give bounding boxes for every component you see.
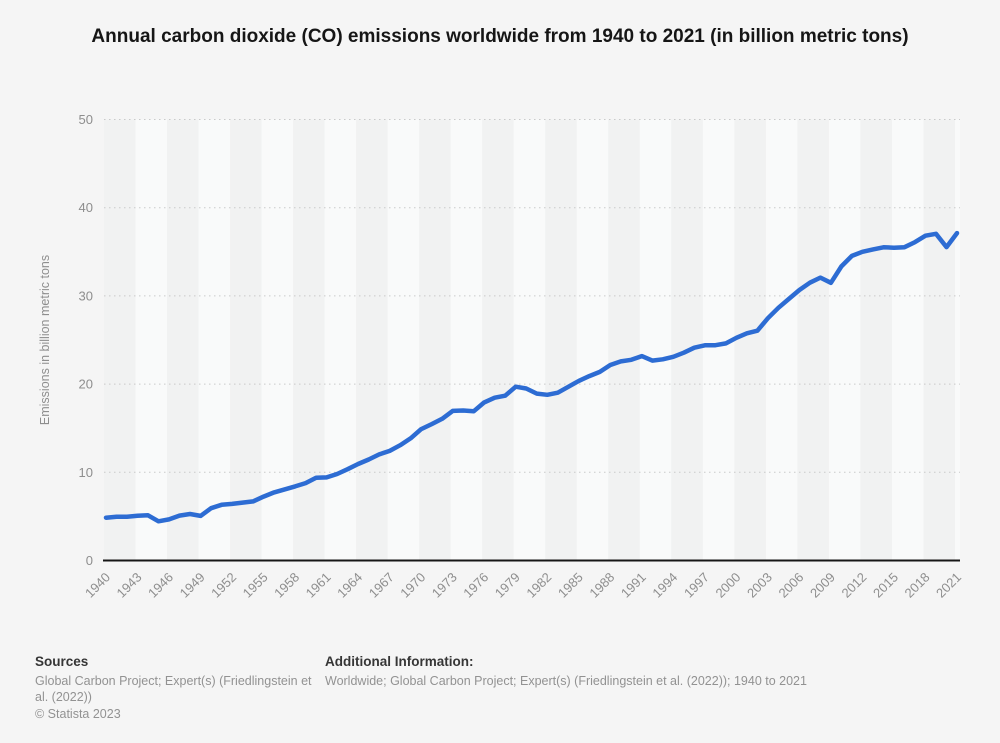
x-tick-label: 2006 xyxy=(775,570,806,601)
x-tick-label: 1988 xyxy=(586,570,617,601)
emissions-line xyxy=(103,230,960,524)
footer: Sources Global Carbon Project; Expert(s)… xyxy=(35,654,965,722)
x-tick-label: 1943 xyxy=(114,570,145,601)
plot-band xyxy=(639,119,672,561)
page-title: Annual carbon dioxide (CO) emissions wor… xyxy=(0,22,1000,52)
plot-band xyxy=(860,119,892,561)
x-tick-label: 1997 xyxy=(681,570,712,601)
plot-band xyxy=(765,119,798,561)
y-axis-title: Emissions in billion metric tons xyxy=(38,255,52,425)
footer-additional-column: Additional Information: Worldwide; Globa… xyxy=(325,654,965,689)
plot-bands xyxy=(104,119,960,561)
y-tick-label: 20 xyxy=(79,377,93,392)
plot-band xyxy=(419,119,451,561)
x-tick-label: 2009 xyxy=(807,570,838,601)
sources-text: Global Carbon Project; Expert(s) (Friedl… xyxy=(35,674,312,704)
sources-label: Sources xyxy=(35,654,89,669)
plot-band xyxy=(797,119,829,561)
y-tick-label: 50 xyxy=(79,112,93,127)
y-tick-label: 0 xyxy=(86,553,93,568)
plot-band xyxy=(671,119,703,561)
plot-band xyxy=(104,119,136,561)
plot-band xyxy=(955,119,960,561)
plot-band xyxy=(198,119,231,561)
plot-band xyxy=(828,119,861,561)
plot-band xyxy=(923,119,955,561)
x-tick-label: 1964 xyxy=(334,570,365,601)
plot-band xyxy=(167,119,199,561)
plot-band xyxy=(608,119,640,561)
x-tick-label: 1976 xyxy=(460,570,491,601)
x-tick-label: 2000 xyxy=(712,570,743,601)
plot-band xyxy=(135,119,167,561)
x-tick-label: 1940 xyxy=(82,570,113,601)
x-tick-label: 2021 xyxy=(933,570,964,601)
plot-band xyxy=(387,119,420,561)
y-tick-label: 30 xyxy=(79,288,93,303)
x-tick-label: 1967 xyxy=(366,570,397,601)
plot-band xyxy=(356,119,388,561)
x-tick-label: 1982 xyxy=(523,570,554,601)
x-tick-label: 1952 xyxy=(208,570,239,601)
x-tick-label: 2003 xyxy=(744,570,775,601)
plot-band xyxy=(576,119,609,561)
plot-band xyxy=(545,119,577,561)
x-tick-label: 1973 xyxy=(429,570,460,601)
plot-band xyxy=(230,119,262,561)
page-title-text: Annual carbon dioxide (CO) emissions wor… xyxy=(91,26,909,47)
x-tick-label: 2015 xyxy=(870,570,901,601)
x-tick-label: 1991 xyxy=(618,570,649,601)
x-tick-label: 1979 xyxy=(492,570,523,601)
x-tick-label: 1958 xyxy=(271,570,302,601)
plot-band xyxy=(324,119,357,561)
plot-band xyxy=(734,119,766,561)
plot-band xyxy=(450,119,483,561)
additional-info-text: Worldwide; Global Carbon Project; Expert… xyxy=(325,674,807,688)
plot-band xyxy=(892,119,924,561)
x-tick-label: 1985 xyxy=(555,570,586,601)
x-tick-label: 1949 xyxy=(177,570,208,601)
x-tick-label: 1946 xyxy=(145,570,176,601)
plot-band xyxy=(293,119,325,561)
x-tick-label: 1961 xyxy=(303,570,334,601)
x-tick-label: 2018 xyxy=(902,570,933,601)
statista-copyright: © Statista 2023 xyxy=(35,707,121,721)
footer-sources-column: Sources Global Carbon Project; Expert(s)… xyxy=(35,654,318,722)
x-tick-label: 2012 xyxy=(838,570,869,601)
y-tick-label: 10 xyxy=(79,465,93,480)
additional-info-label: Additional Information: xyxy=(325,654,474,669)
chart-area: 0 10 20 30 40 50 1940 1943 1946 1949 1952 1955 1958 1… xyxy=(38,112,964,601)
plot-band xyxy=(513,119,546,561)
x-tick-label: 1994 xyxy=(649,570,680,601)
plot-band xyxy=(482,119,514,561)
x-tick-label: 1970 xyxy=(397,570,428,601)
y-tick-label: 40 xyxy=(79,200,93,215)
x-tick-label: 1955 xyxy=(240,570,271,601)
